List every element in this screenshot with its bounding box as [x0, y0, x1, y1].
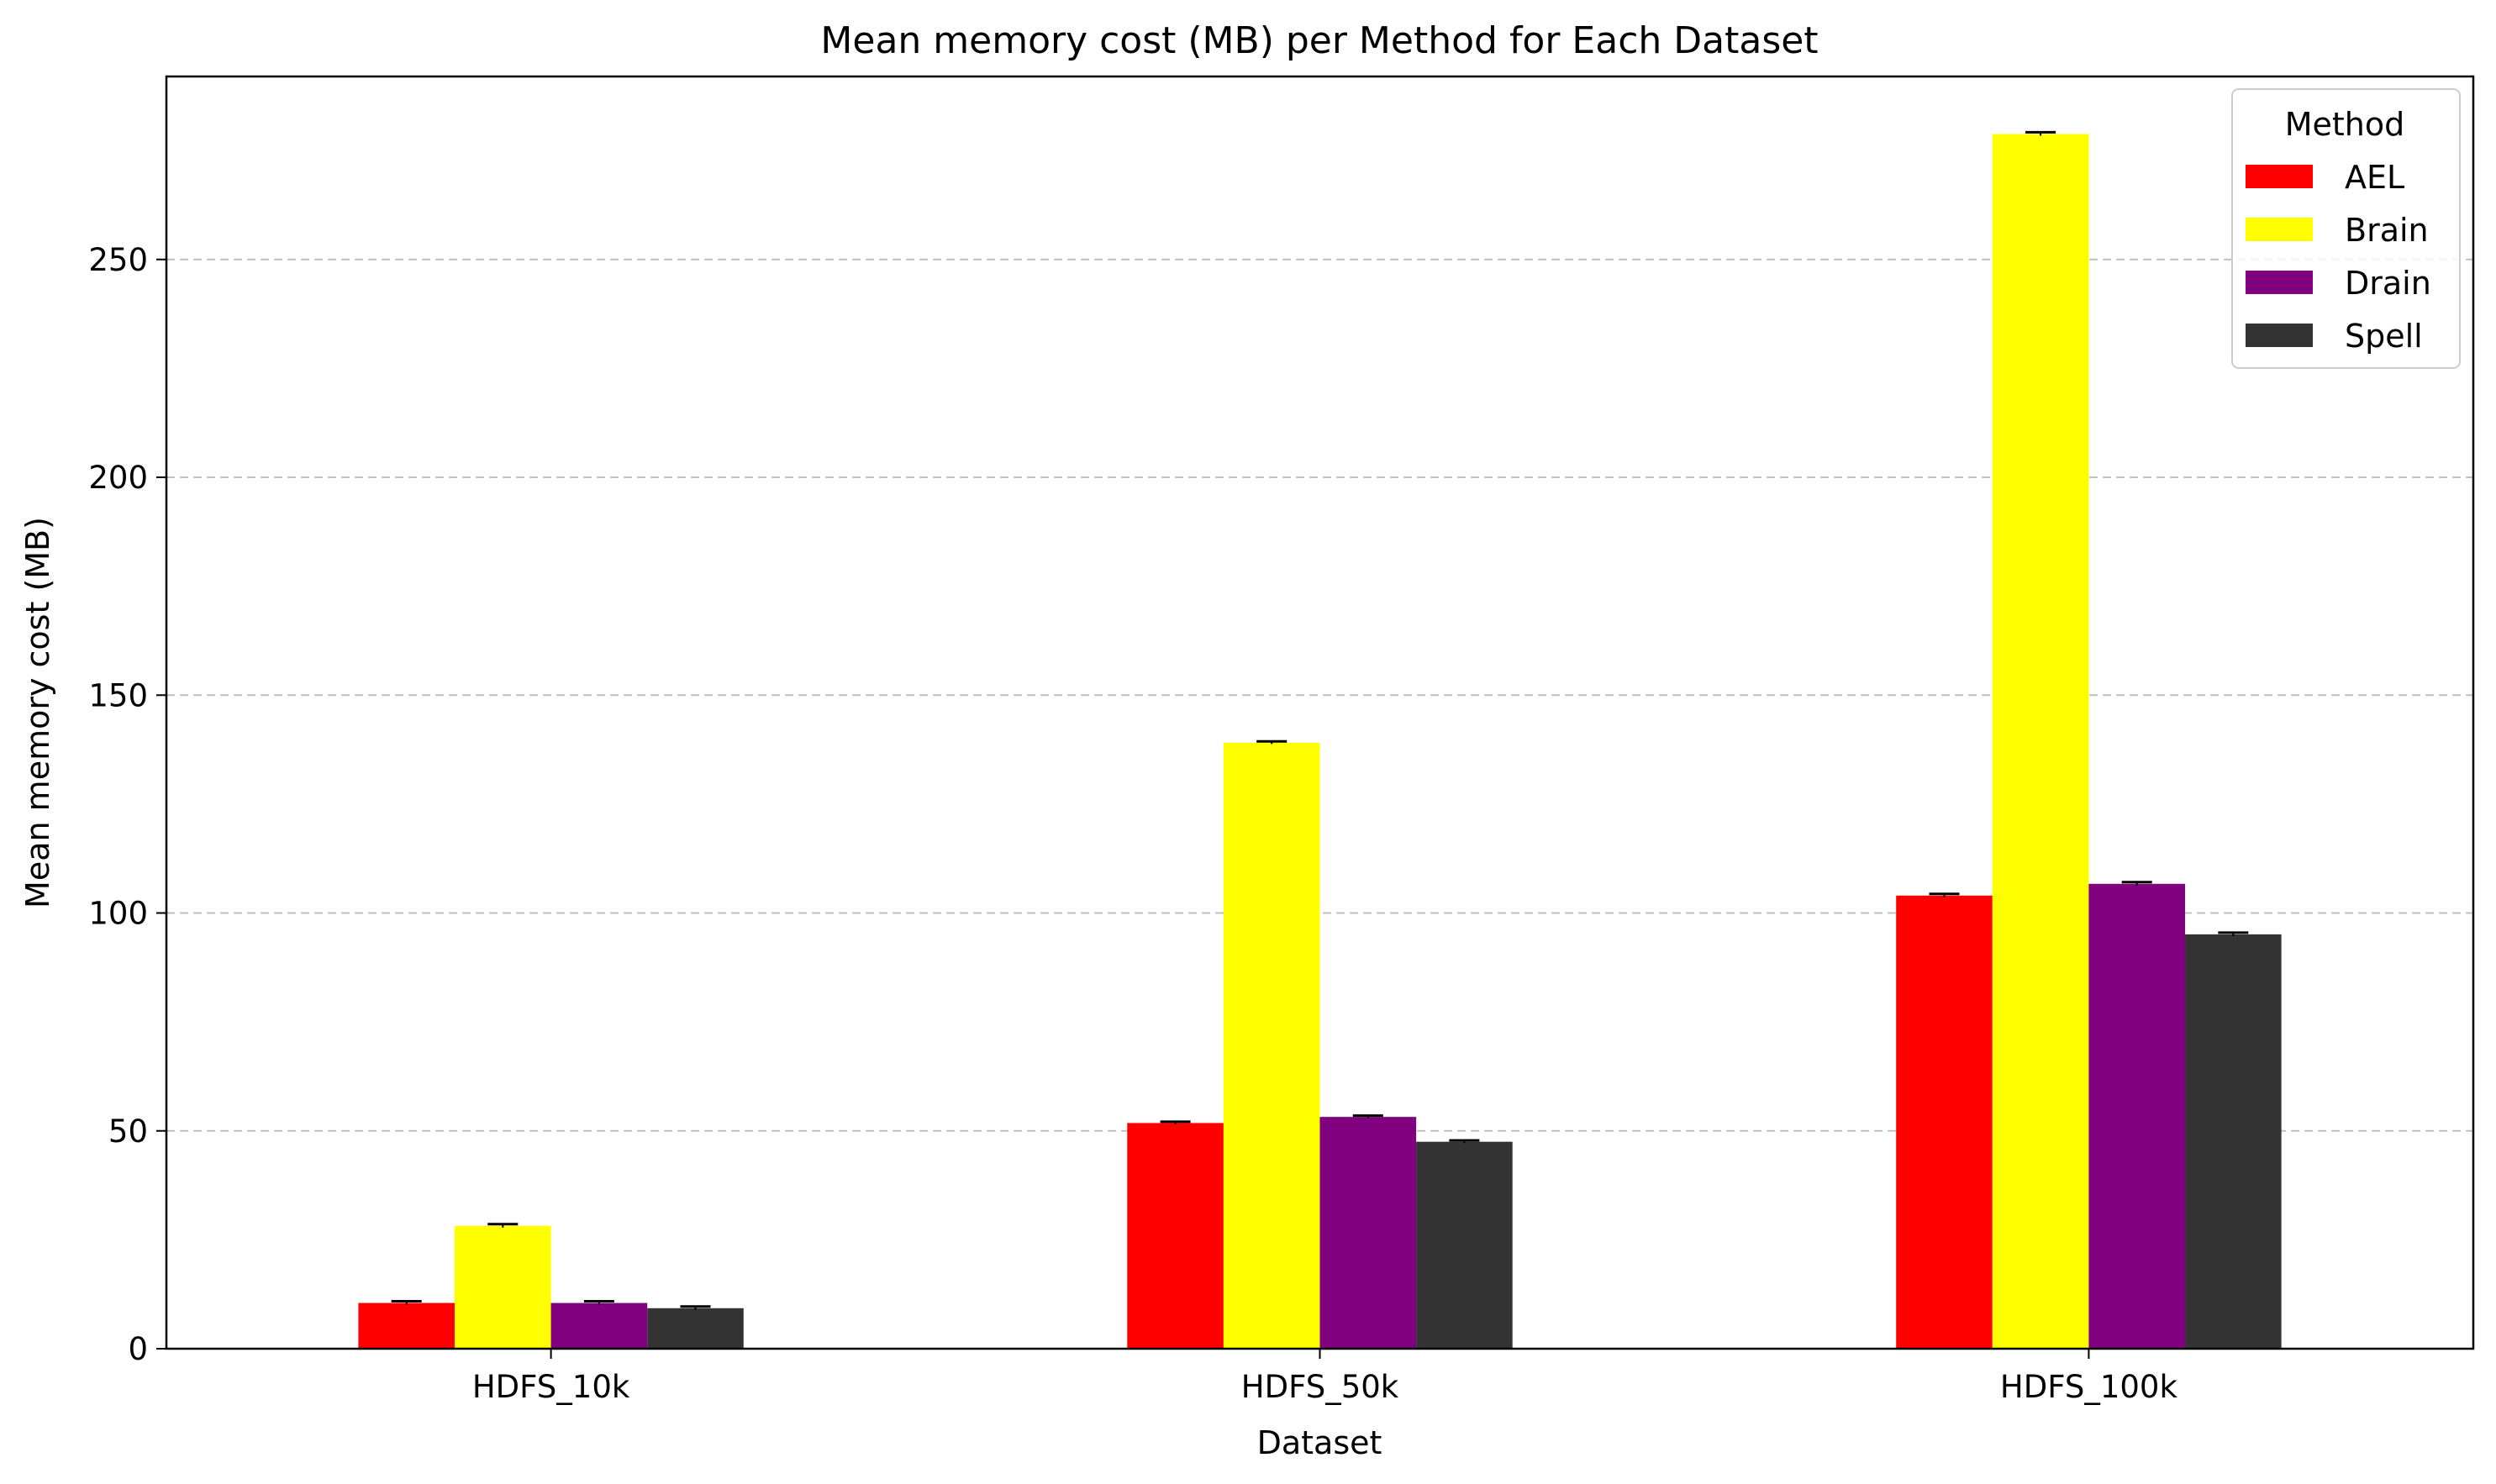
- y-axis: 0 50 100 150 200 250: [88, 242, 166, 1367]
- y-tick-label: 100: [88, 896, 148, 932]
- x-axis: HDFS_10k HDFS_50k HDFS_100k: [472, 1349, 2178, 1405]
- x-axis-label: Dataset: [1257, 1424, 1382, 1461]
- bar-drain-hdfs_10k: [550, 1302, 648, 1349]
- bar-drain-hdfs_50k: [1319, 1117, 1417, 1349]
- y-axis-label: Mean memory cost (MB): [19, 517, 56, 908]
- bar-drain-hdfs_100k: [2088, 883, 2186, 1349]
- y-tick-label: 150: [88, 677, 148, 713]
- bars: [358, 134, 2282, 1349]
- bar-ael-hdfs_50k: [1127, 1123, 1224, 1349]
- y-tick-label: 250: [88, 242, 148, 278]
- legend-label-brain: Brain: [2345, 212, 2429, 249]
- legend-title: Method: [2285, 106, 2405, 143]
- x-tick-label: HDFS_10k: [472, 1369, 630, 1405]
- bar-spell-hdfs_100k: [2185, 934, 2282, 1349]
- grid-lines: [166, 258, 2473, 1132]
- error-bars: [391, 130, 2249, 1310]
- bar-ael-hdfs_100k: [1896, 895, 1993, 1349]
- y-tick-label: 50: [108, 1113, 148, 1150]
- legend: Method AEL Brain Drain Spell: [2231, 88, 2461, 369]
- legend-label-spell: Spell: [2345, 318, 2423, 355]
- legend-swatch-drain: [2246, 271, 2313, 294]
- legend-swatch-spell: [2246, 324, 2313, 347]
- bar-brain-hdfs_100k: [1992, 134, 2089, 1349]
- legend-label-drain: Drain: [2345, 265, 2431, 302]
- y-tick-label: 200: [88, 460, 148, 496]
- bar-spell-hdfs_10k: [647, 1308, 744, 1349]
- legend-swatch-ael: [2246, 165, 2313, 188]
- y-tick-label: 0: [128, 1331, 148, 1367]
- bar-brain-hdfs_10k: [454, 1225, 551, 1349]
- bar-spell-hdfs_50k: [1416, 1141, 1513, 1349]
- x-tick-label: HDFS_100k: [2000, 1369, 2178, 1405]
- legend-label-ael: AEL: [2345, 159, 2404, 196]
- legend-box: [2231, 88, 2461, 369]
- x-tick-label: HDFS_50k: [1241, 1369, 1399, 1405]
- chart-title: Mean memory cost (MB) per Method for Eac…: [820, 19, 1818, 62]
- bar-brain-hdfs_50k: [1223, 742, 1320, 1349]
- legend-swatch-brain: [2246, 218, 2313, 241]
- bar-ael-hdfs_10k: [358, 1302, 455, 1349]
